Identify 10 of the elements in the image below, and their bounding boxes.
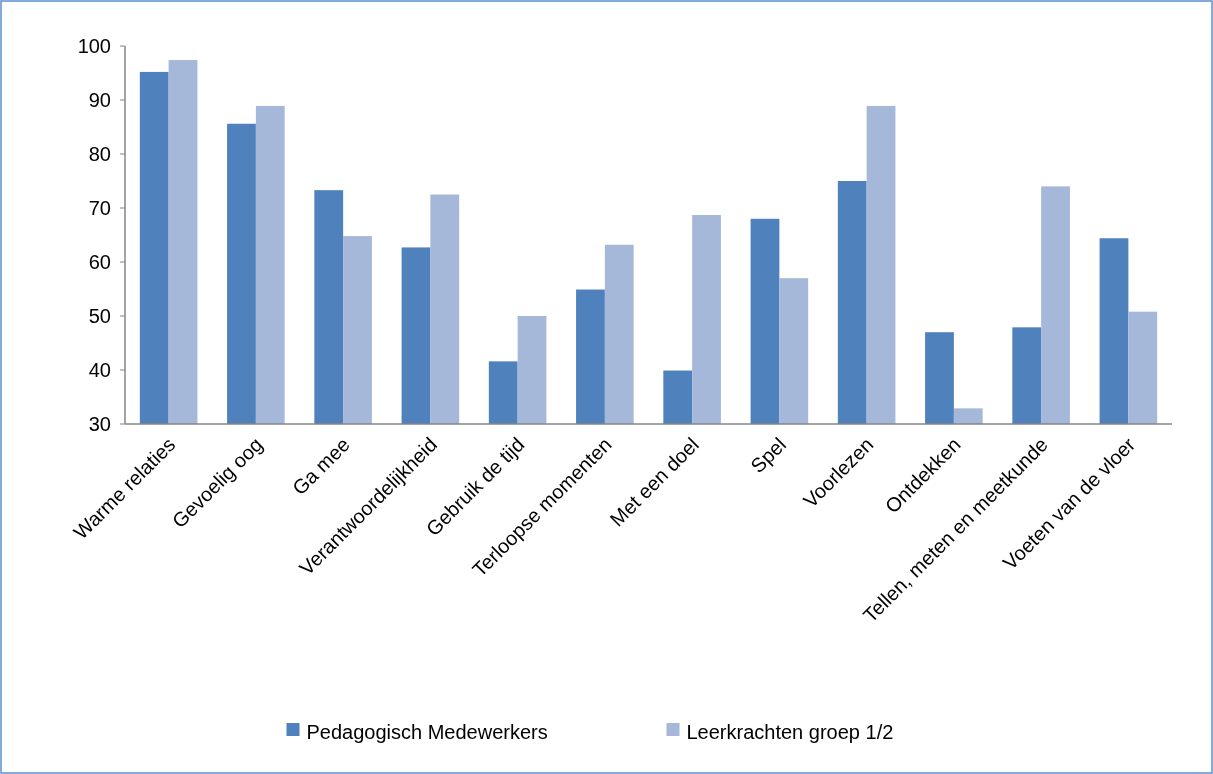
legend-label: Pedagogisch Medewerkers [306,721,548,743]
legend-label: Leerkrachten groep 1/2 [686,721,894,743]
y-tick-label: 60 [88,251,111,273]
y-tick-label: 50 [88,305,111,327]
y-tick-label: 30 [88,413,111,435]
y-tick-label: 80 [88,143,111,165]
y-tick-label: 40 [88,359,111,381]
y-tick-label: 90 [88,89,111,111]
y-tick-label: 100 [77,35,111,57]
y-tick-label: 70 [88,197,111,219]
